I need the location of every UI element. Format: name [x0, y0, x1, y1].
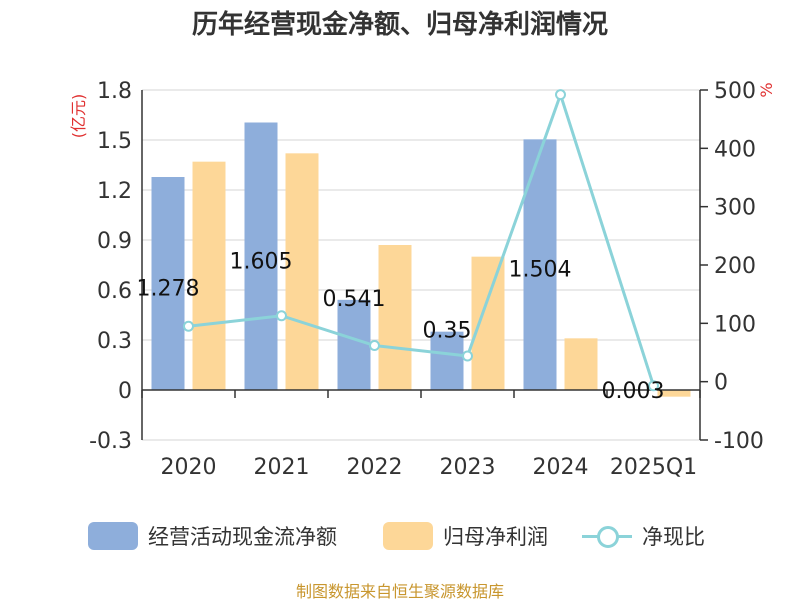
left-axis-tick-label: 0 — [118, 379, 132, 404]
gridlines — [142, 89, 700, 441]
data-labels: 1.278 1.605 0.541 0.35 1.504 0.003 — [137, 249, 665, 404]
data-label: 1.605 — [230, 249, 293, 274]
legend-item-net-profit[interactable]: 归母净利润 — [383, 519, 548, 553]
ratio-point — [369, 340, 380, 351]
right-axis-tick-label: 0 — [714, 371, 728, 396]
bar-net-profit — [471, 256, 505, 390]
ratio-line — [183, 89, 659, 392]
x-axis-tick-label: 2022 — [347, 455, 403, 480]
x-axis-tick-label: 2024 — [533, 455, 589, 480]
x-axis-tick-label: 2025Q1 — [610, 455, 697, 480]
bars — [151, 122, 691, 397]
data-label: 0.003 — [602, 379, 665, 404]
legend-line-marker-icon — [582, 522, 632, 550]
legend-swatch-cashflow — [88, 522, 138, 550]
ratio-point — [276, 310, 287, 322]
right-axis-unit-label: % — [757, 82, 776, 97]
x-axis-tick-label: 2023 — [440, 455, 496, 480]
legend-item-ratio[interactable]: 净现比 — [582, 519, 705, 553]
legend-label-cashflow: 经营活动现金流净额 — [148, 525, 337, 549]
legend-label-ratio: 净现比 — [642, 525, 705, 549]
right-axis-tick-label: 500 — [714, 79, 756, 104]
right-axis-tick-label: 100 — [714, 312, 756, 337]
legend-swatch-net-profit — [383, 522, 433, 550]
left-axis-tick-label: 0.9 — [97, 229, 132, 254]
left-axis-tick-label: 1.8 — [97, 79, 132, 104]
right-axis-tick-label: 200 — [714, 254, 756, 279]
x-axis-tick-label: 2021 — [254, 455, 310, 480]
bar-net-profit — [657, 390, 691, 397]
source-note: 制图数据来自恒生聚源数据库 — [295, 582, 504, 601]
left-axis-tick-label: 1.2 — [97, 179, 132, 204]
left-axis-tick-label: 1.5 — [97, 129, 132, 154]
data-label: 1.504 — [509, 258, 572, 283]
legend-label-net-profit: 归母净利润 — [443, 525, 548, 549]
ratio-point — [555, 89, 566, 101]
data-label: 1.278 — [137, 277, 200, 302]
right-axis-tick-label: 300 — [714, 196, 756, 221]
ratio-point — [183, 320, 194, 332]
left-axis-tick-label: -0.3 — [89, 429, 132, 454]
legend-item-cashflow[interactable]: 经营活动现金流净额 — [88, 519, 337, 553]
chart-title: 历年经营现金净额、归母净利润情况 — [191, 10, 608, 40]
ratio-line-path — [188, 89, 655, 387]
data-label: 0.35 — [423, 319, 472, 344]
x-axis-tick-label: 2020 — [161, 455, 217, 480]
bar-net-profit — [378, 245, 412, 390]
left-axis-tick-label: 0.3 — [97, 329, 132, 354]
left-axis-tick-label: 0.6 — [97, 279, 132, 304]
bar-net-profit — [285, 153, 319, 390]
left-axis-unit-label: (亿元) — [69, 94, 88, 139]
right-axis-tick-label: -100 — [714, 429, 764, 454]
bar-net-profit — [192, 161, 226, 390]
right-axis-tick-label: 400 — [714, 137, 756, 162]
axes: 1.8 1.5 1.2 0.9 0.6 0.3 0 -0.3 500 400 300 200 100 0 -… — [69, 79, 776, 480]
bar-cashflow — [244, 122, 278, 390]
ratio-point — [648, 380, 659, 392]
legend: 经营活动现金流净额 归母净利润 净现比 — [0, 519, 800, 553]
bar-cashflow — [430, 331, 464, 390]
bar-net-profit — [564, 338, 598, 390]
data-label: 0.541 — [323, 287, 386, 312]
bar-cashflow — [337, 299, 371, 390]
bar-cashflow — [151, 177, 185, 390]
ratio-point — [462, 350, 473, 362]
